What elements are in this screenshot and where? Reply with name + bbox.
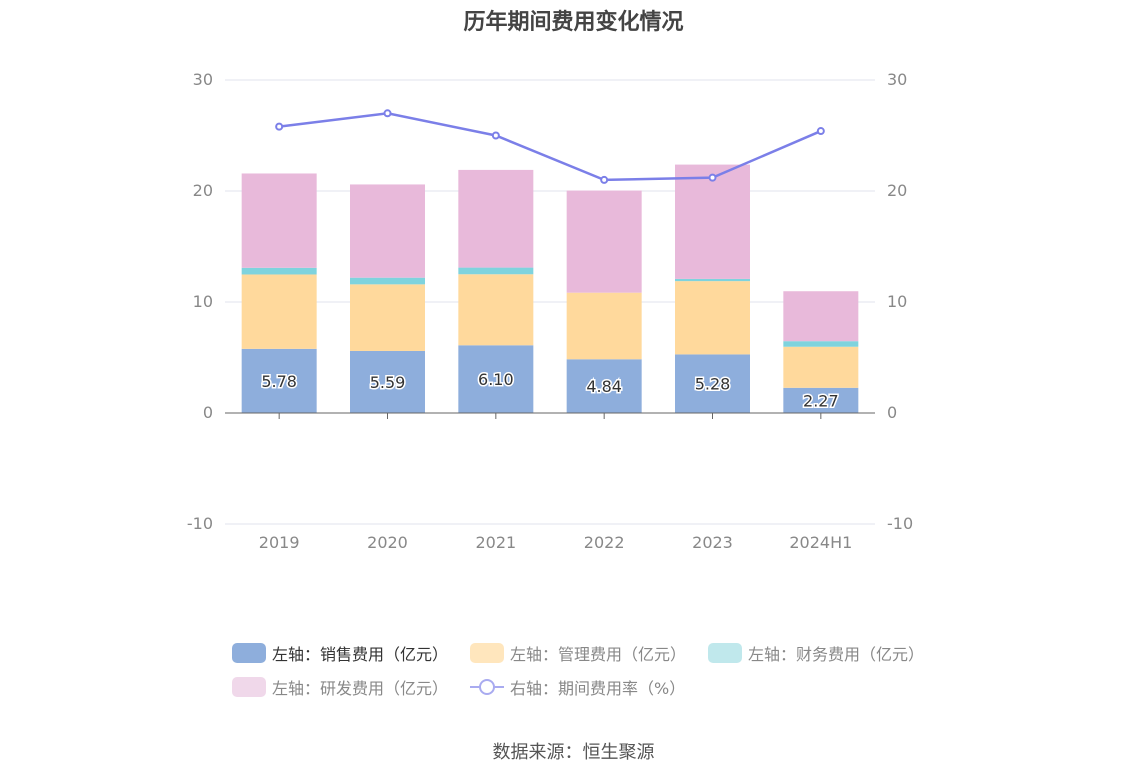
bar-admin-2022 [566,292,642,360]
y-right-tick-label: 10 [887,292,907,311]
data-label-sales-2024H1: 2.27 [803,391,839,410]
point-expense-rate-2023 [708,173,717,182]
bar-admin-2020 [350,284,425,351]
legend-label-finance: 左轴：财务费用（亿元） [748,645,925,664]
data-source: 数据来源：恒生聚源 [492,742,655,763]
bar-rd-2024H1 [783,291,859,342]
bar-sales-2024H1 [783,387,859,413]
legend-label-rd: 左轴：研发费用（亿元） [272,679,449,698]
bar-finance-2023 [675,278,750,282]
point-expense-rate-2021 [491,131,500,140]
point-expense-rate-2020 [383,109,392,118]
bar-admin-2021 [458,274,534,346]
y-left-tick-label: 20 [193,181,213,200]
x-tick-label-2024H1: 2024H1 [789,533,852,552]
legend-row-1: 左轴：销售费用（亿元） 左轴：管理费用（亿元） 左轴：财务费用（亿元） [232,636,952,670]
bar-finance-2020 [350,277,425,285]
line-expense-rate [279,112,822,182]
legend-swatch-rd [232,677,266,697]
bar-rd-2023 [675,164,750,279]
y-left-tick-label: 30 [193,70,213,89]
legend-line-icon [470,677,505,697]
legend-swatch-admin [470,643,505,663]
legend-item-admin[interactable]: 左轴：管理费用（亿元） [470,641,686,665]
chart-legend: 左轴：销售费用（亿元） 左轴：管理费用（亿元） 左轴：财务费用（亿元） 左轴：研… [232,636,952,704]
x-tick-label-2019: 2019 [259,533,300,552]
bar-admin-2019 [241,274,317,349]
legend-item-rate[interactable]: 右轴：期间费用率（%） [470,675,685,699]
legend-swatch-finance [708,643,743,663]
x-tick-label-2023: 2023 [692,533,733,552]
legend-item-rd[interactable]: 左轴：研发费用（亿元） [232,675,448,699]
point-expense-rate-2022 [600,175,609,184]
data-label-sales-2019: 5.78 [261,372,297,391]
legend-row-2: 左轴：研发费用（亿元） 右轴：期间费用率（%） [232,670,952,704]
y-right-tick-label: 0 [887,403,897,422]
bar-sales-2022 [566,359,642,413]
legend-swatch-sales [232,643,266,663]
legend-label-sales: 左轴：销售费用（亿元） [272,645,449,664]
data-label-sales-2023: 5.28 [695,375,731,394]
y-right-tick-label: 30 [887,70,907,89]
bar-sales-2021 [458,345,534,413]
chart-canvas: -10 0 10 20 30 -10 0 10 20 30 2019 2020 2021 2022 2023… [187,70,913,552]
bar-sales-2020 [350,350,425,413]
y-left-tick-label: 0 [203,403,213,422]
y-right-tick-label: 20 [887,181,907,200]
point-expense-rate-2019 [275,122,284,131]
bar-sales-2019 [241,348,317,413]
bar-finance-2019 [241,267,317,275]
bar-finance-2021 [458,267,534,275]
data-label-sales-2022: 4.84 [586,377,622,396]
bar-finance-2024H1 [783,341,859,347]
bar-sales-2023 [675,354,750,413]
y-right-tick-label: -10 [887,514,913,533]
legend-item-sales[interactable]: 左轴：销售费用（亿元） [232,641,448,665]
bar-rd-2021 [458,169,534,268]
x-tick-label-2021: 2021 [475,533,516,552]
y-left-tick-label: 10 [193,292,213,311]
bar-rd-2019 [241,173,317,268]
point-expense-rate-2024H1 [816,127,825,136]
x-tick-label-2020: 2020 [367,533,408,552]
data-label-sales-2021: 6.10 [478,370,514,389]
legend-item-finance[interactable]: 左轴：财务费用（亿元） [708,641,924,665]
bar-rd-2022 [566,190,642,293]
legend-label-rate: 右轴：期间费用率（%） [510,679,686,698]
chart-title: 历年期间费用变化情况 [463,10,684,35]
x-tick-label-2022: 2022 [584,533,625,552]
bar-rd-2020 [350,184,425,278]
legend-label-admin: 左轴：管理费用（亿元） [510,645,687,664]
y-left-tick-label: -10 [187,514,213,533]
data-label-sales-2020: 5.59 [370,373,406,392]
bar-admin-2023 [675,281,750,355]
bar-admin-2024H1 [783,346,859,388]
